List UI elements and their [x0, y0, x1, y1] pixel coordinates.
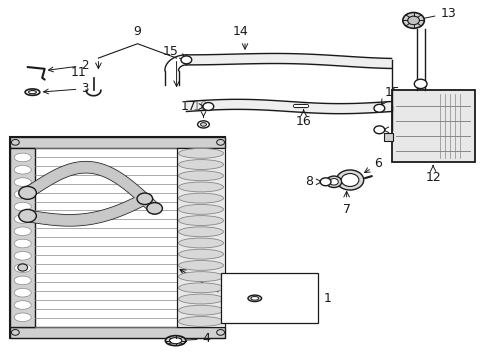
Ellipse shape	[14, 239, 31, 248]
Ellipse shape	[178, 305, 223, 315]
Ellipse shape	[14, 288, 31, 297]
Text: 3: 3	[44, 82, 89, 95]
Ellipse shape	[178, 227, 223, 237]
Ellipse shape	[197, 121, 209, 128]
Circle shape	[11, 329, 19, 335]
Circle shape	[326, 176, 342, 188]
Text: 17: 17	[180, 100, 196, 113]
Circle shape	[147, 203, 162, 214]
Text: 10: 10	[193, 100, 209, 113]
Ellipse shape	[178, 238, 223, 248]
Text: 14: 14	[232, 25, 248, 39]
Ellipse shape	[14, 264, 31, 273]
Ellipse shape	[165, 336, 186, 346]
Ellipse shape	[178, 249, 223, 259]
Ellipse shape	[178, 294, 223, 304]
Ellipse shape	[251, 297, 259, 300]
Ellipse shape	[14, 252, 31, 260]
Text: 4: 4	[179, 332, 210, 346]
Bar	[10, 148, 35, 327]
Circle shape	[408, 16, 419, 25]
Ellipse shape	[14, 153, 31, 162]
Circle shape	[181, 56, 192, 64]
Text: 1: 1	[323, 292, 331, 305]
Bar	[176, 148, 225, 327]
Circle shape	[403, 13, 424, 28]
Circle shape	[341, 174, 359, 186]
Bar	[10, 327, 225, 338]
Ellipse shape	[178, 171, 223, 181]
Ellipse shape	[178, 261, 223, 270]
Circle shape	[11, 139, 19, 145]
Text: 6: 6	[365, 157, 382, 172]
Ellipse shape	[178, 182, 223, 192]
Bar	[384, 134, 393, 140]
Text: 12: 12	[425, 171, 441, 184]
Text: 13: 13	[417, 7, 456, 21]
Ellipse shape	[178, 283, 223, 293]
Bar	[392, 90, 475, 162]
Text: 7: 7	[343, 203, 351, 216]
Ellipse shape	[178, 272, 223, 282]
Circle shape	[203, 103, 214, 111]
Text: 11: 11	[71, 66, 86, 79]
Text: 17: 17	[392, 123, 408, 136]
Ellipse shape	[248, 295, 262, 302]
Circle shape	[19, 186, 36, 199]
Circle shape	[217, 329, 224, 335]
Bar	[220, 273, 318, 323]
Bar	[10, 137, 225, 338]
Ellipse shape	[178, 159, 223, 170]
Circle shape	[374, 126, 385, 134]
Ellipse shape	[14, 276, 31, 285]
Ellipse shape	[178, 148, 223, 158]
Ellipse shape	[14, 227, 31, 235]
Ellipse shape	[14, 313, 31, 321]
Text: 9: 9	[134, 25, 142, 39]
Ellipse shape	[14, 202, 31, 211]
Bar	[10, 137, 225, 148]
Text: 2: 2	[49, 59, 89, 72]
Ellipse shape	[178, 193, 223, 203]
Circle shape	[330, 179, 338, 185]
Ellipse shape	[14, 301, 31, 309]
Ellipse shape	[178, 316, 223, 327]
Ellipse shape	[14, 166, 31, 174]
Text: 16: 16	[296, 116, 312, 129]
Circle shape	[320, 178, 331, 186]
Ellipse shape	[14, 190, 31, 199]
Text: 5: 5	[274, 292, 282, 305]
Circle shape	[137, 193, 153, 204]
Ellipse shape	[178, 204, 223, 214]
Ellipse shape	[28, 90, 36, 94]
Circle shape	[374, 104, 385, 112]
Circle shape	[336, 170, 364, 190]
Circle shape	[217, 139, 224, 145]
Text: 8: 8	[305, 175, 314, 188]
Text: 15: 15	[163, 45, 179, 58]
Circle shape	[19, 210, 36, 222]
Ellipse shape	[170, 338, 182, 344]
Ellipse shape	[14, 178, 31, 186]
Ellipse shape	[200, 123, 206, 126]
Ellipse shape	[25, 89, 40, 95]
Circle shape	[415, 79, 427, 89]
Circle shape	[18, 264, 27, 271]
Ellipse shape	[14, 215, 31, 223]
Ellipse shape	[178, 216, 223, 225]
FancyArrowPatch shape	[365, 176, 372, 178]
Text: 15: 15	[384, 86, 400, 99]
